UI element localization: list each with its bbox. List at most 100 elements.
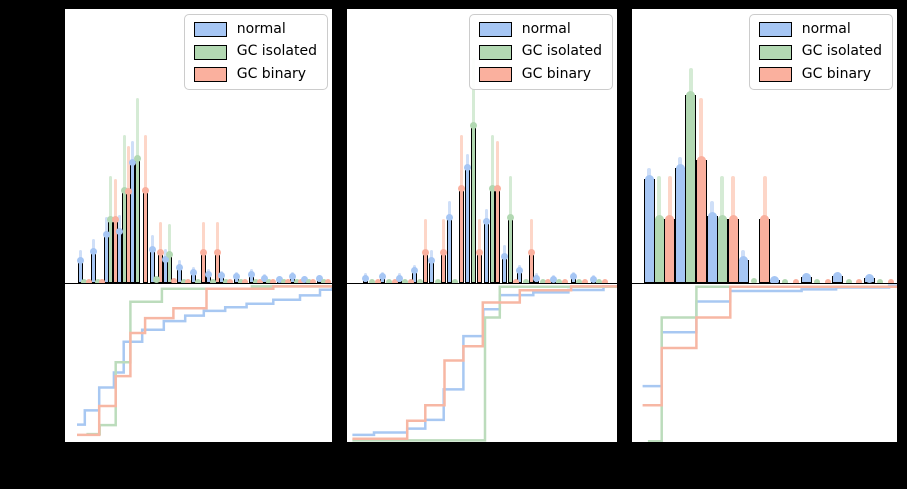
hist-marker-normal <box>176 263 183 271</box>
hist-marker-normal <box>833 271 843 281</box>
hist-bar-normal <box>483 221 489 283</box>
hist-marker-normal <box>464 163 472 171</box>
legend-swatch-gc-isolated-icon <box>478 44 512 60</box>
hist-marker-gc-binary <box>85 279 92 283</box>
hist-errorbar-normal <box>447 200 451 219</box>
hist-errorbar-normal <box>647 167 651 181</box>
panel1-ecdf <box>64 283 333 443</box>
hist-marker-normal <box>395 274 403 282</box>
hist-bar-normal <box>501 256 507 283</box>
panel2-histogram: normal GC isolated GC binary <box>346 8 618 284</box>
hist-marker-gc-binary <box>665 214 675 224</box>
panel3-histogram: normal GC isolated GC binary <box>631 8 898 284</box>
hist-marker-normal <box>189 268 197 276</box>
hist-bar-gc-isolated <box>716 219 728 283</box>
hist-marker-normal <box>288 272 296 280</box>
hist-marker-gc-binary <box>696 155 706 165</box>
hist-marker-gc-isolated <box>81 279 88 283</box>
hist-marker-gc-binary <box>185 279 192 283</box>
ecdf-line-normal <box>642 284 897 388</box>
hist-marker-gc-isolated <box>133 154 141 162</box>
hist-errorbar-gc-isolated <box>720 176 725 221</box>
hist-marker-gc-isolated <box>434 279 441 283</box>
hist-marker-gc-binary <box>124 187 132 195</box>
hist-errorbar-normal <box>104 217 108 236</box>
hist-errorbar-gc-isolated <box>657 176 662 221</box>
hist-marker-gc-isolated <box>209 279 216 283</box>
legend-item-gc-binary: GC binary <box>478 66 602 82</box>
hist-marker-gc-isolated <box>488 184 496 192</box>
hist-errorbar-normal <box>710 200 714 218</box>
hist-marker-normal <box>379 272 387 280</box>
hist-marker-normal <box>533 274 540 282</box>
hist-marker-gc-binary <box>242 279 249 283</box>
hist-bar-gc-binary <box>477 252 483 283</box>
hist-marker-gc-binary <box>457 184 465 192</box>
hist-marker-gc-binary <box>887 279 894 283</box>
hist-marker-gc-binary <box>98 279 105 283</box>
hist-marker-gc-isolated <box>107 215 115 223</box>
hist-marker-normal <box>516 266 524 274</box>
hist-errorbar-gc-isolated <box>472 58 476 127</box>
hist-marker-gc-isolated <box>194 279 201 283</box>
hist-marker-gc-binary <box>285 279 292 283</box>
legend-label-normal: normal <box>801 21 851 37</box>
hist-marker-gc-binary <box>170 278 177 283</box>
hist-marker-gc-binary <box>528 248 536 256</box>
hist-marker-gc-binary <box>270 279 277 283</box>
hist-marker-gc-binary <box>391 279 398 283</box>
hist-errorbar-normal <box>131 140 135 164</box>
hist-marker-normal <box>102 230 110 238</box>
panel3-ecdf-canvas <box>642 284 897 442</box>
hist-bar-gc-isolated <box>685 95 697 283</box>
legend-item-gc-isolated: GC isolated <box>478 43 602 60</box>
ecdf-line-gc-isolated <box>352 285 617 442</box>
hist-errorbar-gc-binary <box>423 218 427 254</box>
legend-item-gc-binary: GC binary <box>193 66 317 82</box>
hist-bar-gc-isolated <box>507 217 513 283</box>
hist-errorbar-normal <box>118 214 122 233</box>
hist-errorbar-normal <box>466 154 470 169</box>
hist-marker-gc-isolated <box>402 279 409 283</box>
hist-errorbar-gc-binary <box>459 135 463 190</box>
hist-marker-gc-binary <box>408 279 415 283</box>
hist-marker-gc-binary <box>310 279 316 283</box>
hist-marker-gc-binary <box>494 184 502 192</box>
hist-errorbar-gc-isolated <box>167 223 171 256</box>
legend-swatch-normal-icon <box>193 22 227 38</box>
hist-marker-gc-binary <box>728 214 738 224</box>
legend-item-gc-binary: GC binary <box>758 66 882 82</box>
legend-label-gc-isolated: GC isolated <box>236 43 317 60</box>
hist-errorbar-gc-binary <box>731 176 735 221</box>
panel2-bars-layer <box>347 9 617 283</box>
hist-errorbar-normal <box>484 209 488 223</box>
hist-marker-gc-isolated <box>750 278 757 283</box>
hist-bar-gc-isolated <box>653 219 665 283</box>
legend-label-gc-isolated: GC isolated <box>801 43 882 60</box>
hist-marker-gc-isolated <box>320 279 327 283</box>
hist-marker-gc-isolated <box>556 279 563 283</box>
hist-errorbar-normal <box>78 250 82 262</box>
hist-errorbar-gc-binary <box>126 146 130 193</box>
hist-marker-normal <box>218 271 225 279</box>
hist-marker-gc-isolated <box>385 279 392 283</box>
hist-marker-normal <box>116 227 124 235</box>
hist-bar-gc-binary <box>458 188 464 283</box>
panel1-legend: normal GC isolated GC binary <box>183 14 328 91</box>
hist-bar-normal <box>446 217 452 283</box>
hist-bar-normal <box>465 167 471 283</box>
hist-marker-gc-binary <box>374 279 381 283</box>
ecdf-line-gc-binary <box>352 285 617 441</box>
legend-item-normal: normal <box>193 21 317 38</box>
hist-marker-gc-binary <box>856 279 863 283</box>
hist-marker-gc-isolated <box>237 279 244 283</box>
hist-marker-gc-binary <box>439 248 447 256</box>
legend-label-gc-isolated: GC isolated <box>521 43 602 60</box>
hist-marker-normal <box>129 158 137 166</box>
hist-bar-gc-binary <box>440 252 446 283</box>
hist-bar-gc-binary <box>422 252 428 283</box>
hist-marker-normal <box>89 247 97 255</box>
ecdf-line-normal <box>77 286 332 426</box>
hist-marker-normal <box>275 275 283 283</box>
hist-marker-gc-isolated <box>575 279 582 283</box>
